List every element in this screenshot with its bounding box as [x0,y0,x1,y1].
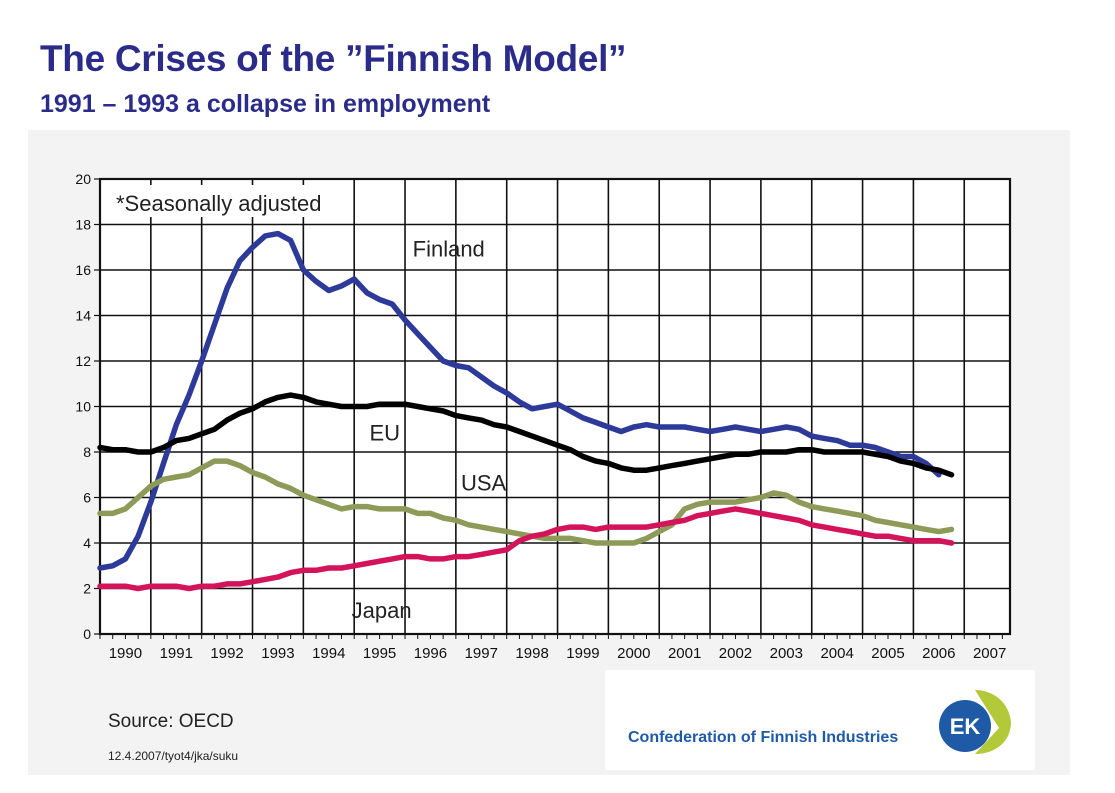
x-tick-label: 2006 [922,645,955,662]
x-tick-label: 2001 [668,645,701,662]
x-tick-label: 1999 [566,645,599,662]
logo-text: Confederation of Finnish Industries [628,729,899,746]
series-line-usa [97,458,955,546]
y-tick-label: 14 [75,308,91,324]
x-tick-label: 2004 [820,645,853,662]
y-tick-label: 18 [75,217,91,233]
page-subtitle: 1991 – 1993 a collapse in employment [40,90,491,118]
y-tick-label: 2 [83,581,91,597]
x-tick-label: 1993 [261,645,294,662]
y-tick-label: 10 [75,399,91,415]
plot-frame [98,177,1012,636]
x-tick-label: 1997 [465,645,498,662]
x-tick-label: 2005 [871,645,904,662]
source-note: Source: OECD [108,711,234,732]
series-label-eu: EU [369,421,400,446]
series-label-finland: Finland [413,236,485,261]
x-tick-label: 1991 [160,645,193,662]
unemployment-line-chart: 0 2 4 6 8 10 12 14 16 18 20 1990 1991 1992 1993 1994 199… [75,171,1012,662]
ek-logo-icon: EK [939,690,1011,754]
y-tick-label: 8 [83,444,91,460]
y-tick-label: 4 [83,535,91,551]
series-line-japan [97,506,955,592]
chart-panel: 0 2 4 6 8 10 12 14 16 18 20 1990 1991 1992 1993 1994 199… [28,130,1070,775]
x-tick-label: 1990 [109,645,142,662]
x-tick-label: 2000 [617,645,650,662]
x-tick-label: 1992 [210,645,243,662]
y-tick-label: 16 [75,262,91,278]
series-label-japan: Japan [352,598,412,623]
series-line-finland [97,230,942,571]
y-tick-label: 20 [75,171,91,187]
x-tick-label: 1996 [414,645,447,662]
x-tick-label: 1994 [312,645,345,662]
page-title: The Crises of the ”Finnish Model” [40,38,627,79]
y-tick-label: 12 [75,353,91,369]
x-tick-label: 2003 [770,645,803,662]
x-tick-label: 1998 [515,645,548,662]
x-tick-label: 1995 [363,645,396,662]
logo-mark-text: EK [950,714,981,739]
series-line-eu [97,392,955,478]
y-tick-label: 0 [83,626,91,642]
logo-area: Confederation of Finnish Industries EK [605,670,1035,770]
x-tick-label: 2007 [973,645,1006,662]
annotation-background [108,185,352,217]
y-tick-label: 6 [83,490,91,506]
logo-green-shape [975,690,1011,754]
footnote: 12.4.2007/tyot4/jka/suku [108,749,239,763]
logo-blue-circle [939,700,991,752]
x-tick-label: 2002 [719,645,752,662]
series-label-usa: USA [461,471,507,496]
annotation-text: *Seasonally adjusted [116,191,321,216]
